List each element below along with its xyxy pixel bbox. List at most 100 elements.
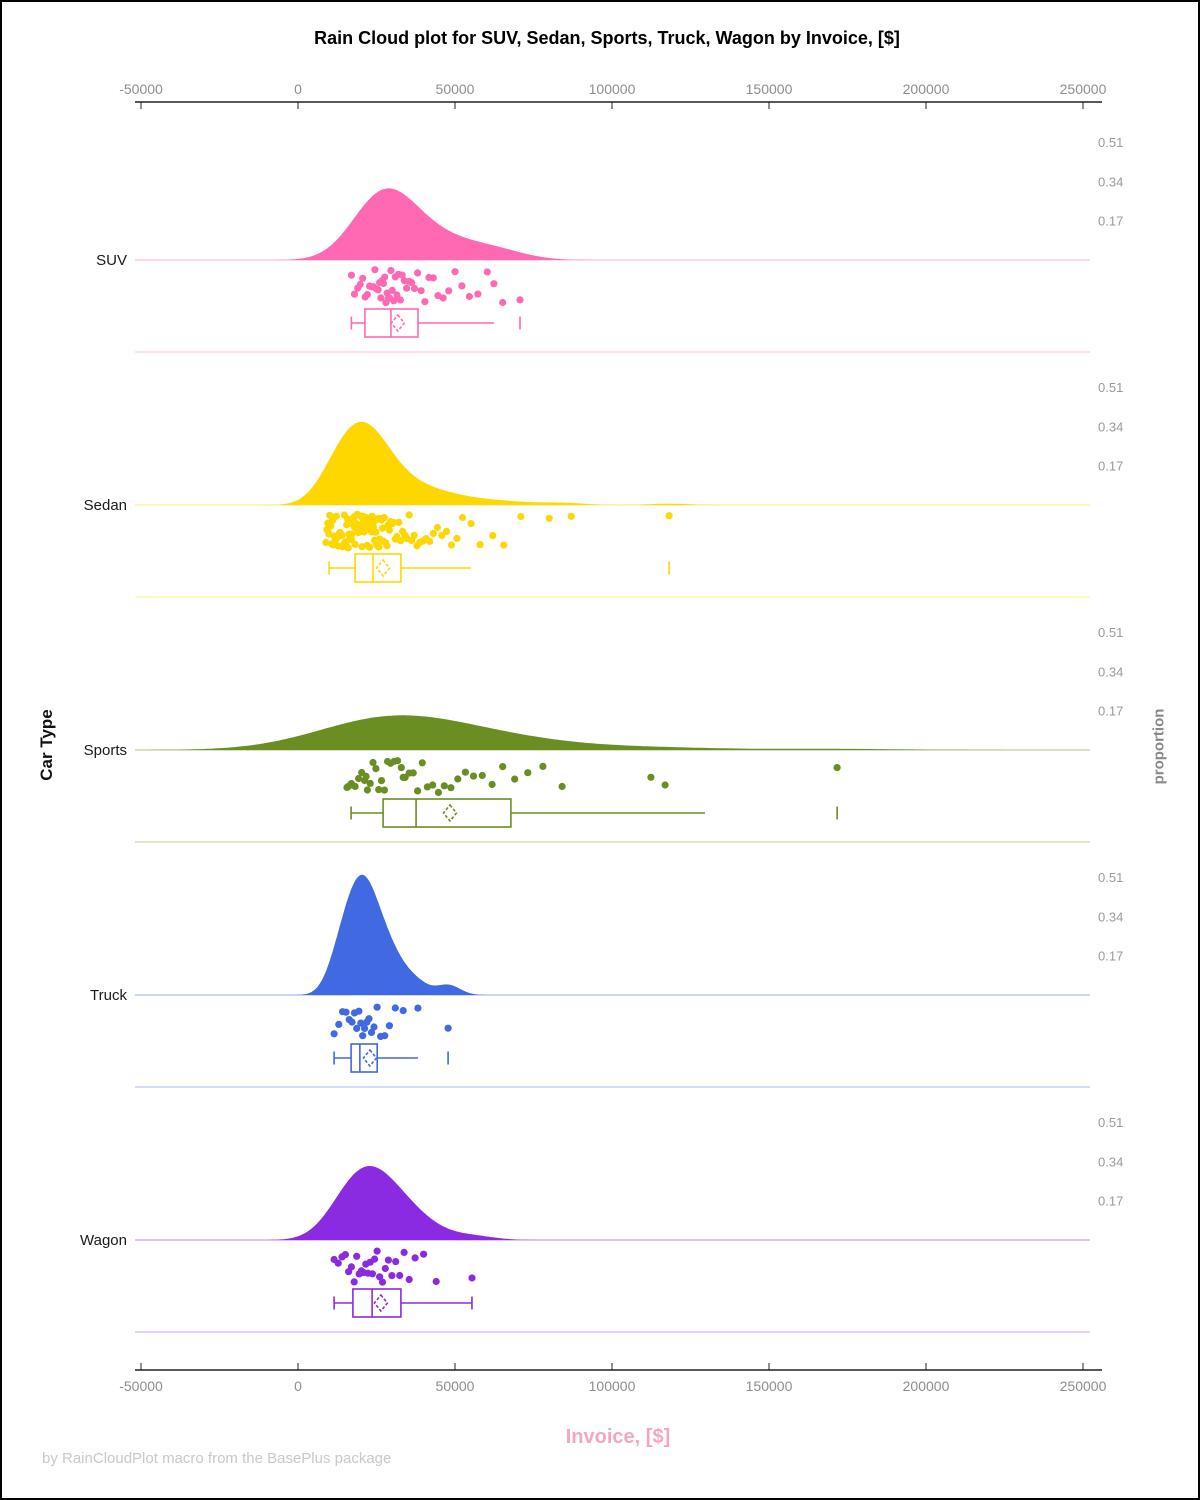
rain-point: [359, 274, 367, 282]
rain-point: [833, 764, 841, 772]
rain-point: [398, 271, 406, 279]
rain-point: [400, 1248, 408, 1256]
box-plot: [333, 1043, 449, 1073]
rain-point: [467, 520, 475, 528]
y-axis-title: Car Type: [37, 709, 56, 781]
rain-point: [368, 1270, 376, 1278]
rain-point: [417, 287, 425, 295]
rain-point: [405, 1275, 413, 1284]
rain-point: [332, 512, 340, 520]
x-tick-label-bottom: 200000: [903, 1378, 950, 1394]
rain-point: [344, 544, 352, 552]
iqr-box: [352, 1288, 402, 1318]
proportion-tick-label: 0.34: [1098, 174, 1123, 189]
box-plot: [350, 308, 521, 338]
proportion-tick-label: 0.34: [1098, 909, 1123, 924]
rain-point: [367, 1028, 376, 1036]
rain-points: [330, 1003, 452, 1040]
rain-point: [355, 774, 363, 783]
rain-point: [371, 266, 379, 274]
rain-point: [458, 282, 466, 290]
rain-point: [403, 284, 411, 292]
rain-point: [469, 772, 478, 780]
rain-point: [373, 1247, 381, 1255]
rain-points: [347, 266, 524, 307]
rain-point: [376, 1273, 384, 1281]
rain-point: [378, 524, 387, 532]
rain-point: [392, 1258, 400, 1266]
rain-point: [410, 284, 419, 292]
rain-point: [385, 526, 393, 534]
rain-point: [418, 759, 426, 767]
rain-point: [379, 279, 387, 287]
rain-point: [489, 532, 497, 540]
rain-point: [490, 280, 498, 288]
x-tick-label-bottom: 50000: [436, 1378, 475, 1394]
rain-point: [444, 1024, 452, 1032]
rain-point: [458, 513, 467, 522]
rain-point: [351, 540, 359, 548]
rain-point: [434, 788, 442, 797]
rain-point: [347, 1263, 355, 1271]
rain-point: [374, 286, 382, 294]
rain-point: [405, 511, 413, 519]
rain-point: [433, 523, 441, 532]
x-tick-label-bottom: 250000: [1060, 1378, 1107, 1394]
rain-point: [483, 268, 491, 276]
rain-point: [348, 530, 356, 538]
category-label: Wagon: [80, 1232, 127, 1249]
rain-point: [388, 286, 396, 294]
density-curve: [269, 421, 726, 505]
rain-point: [350, 290, 359, 298]
rain-point: [500, 541, 508, 549]
rain-point: [421, 298, 429, 306]
category-label: SUV: [96, 252, 127, 269]
x-tick-label-top: 50000: [436, 81, 475, 97]
panel-sedan: Sedan 0.17 0.34 0.51: [84, 380, 1123, 598]
proportion-tick-label: 0.51: [1098, 135, 1123, 150]
rain-point: [366, 779, 374, 788]
rain-point: [465, 292, 473, 301]
x-tick-label-top: 150000: [746, 81, 793, 97]
rain-point: [363, 291, 371, 299]
rain-point: [375, 786, 383, 794]
proportion-tick-label: 0.17: [1098, 1194, 1123, 1209]
rain-point: [488, 780, 496, 789]
rain-point: [396, 296, 404, 304]
rain-point: [665, 512, 673, 520]
rain-point: [511, 775, 519, 783]
rain-point: [378, 1278, 387, 1286]
rain-point: [359, 1032, 367, 1040]
rain-point: [370, 1023, 378, 1031]
chart-title: Rain Cloud plot for SUV, Sedan, Sports, …: [314, 28, 900, 48]
proportion-tick-label: 0.34: [1098, 1154, 1123, 1169]
mean-diamond: [362, 1048, 378, 1068]
rain-points: [330, 1247, 476, 1286]
rain-point: [447, 784, 455, 792]
rain-point: [322, 538, 330, 547]
rain-point: [326, 511, 334, 519]
rain-point: [325, 530, 333, 538]
x-tick-label-bottom: 0: [294, 1378, 302, 1394]
category-label: Sports: [84, 742, 127, 759]
rain-point: [369, 758, 377, 767]
proportion-tick-label: 0.51: [1098, 1115, 1123, 1130]
rain-point: [545, 514, 553, 522]
x-tick-label-top: 200000: [903, 81, 950, 97]
rain-point: [387, 266, 395, 275]
rain-point: [342, 1008, 350, 1016]
rain-point: [478, 771, 486, 780]
rain-point: [377, 777, 386, 785]
proportion-tick-label: 0.51: [1098, 625, 1123, 640]
proportion-tick-label: 0.17: [1098, 459, 1123, 474]
panel-suv: SUV 0.17 0.34 0.51: [96, 135, 1123, 353]
rain-points: [322, 510, 673, 552]
rain-point: [366, 543, 374, 551]
rain-point: [371, 1255, 379, 1263]
rain-point: [361, 1024, 369, 1032]
rain-point: [432, 1277, 440, 1286]
x-tick-label-bottom: -50000: [119, 1378, 163, 1394]
rain-point: [393, 757, 402, 765]
category-label: Sedan: [84, 497, 127, 514]
